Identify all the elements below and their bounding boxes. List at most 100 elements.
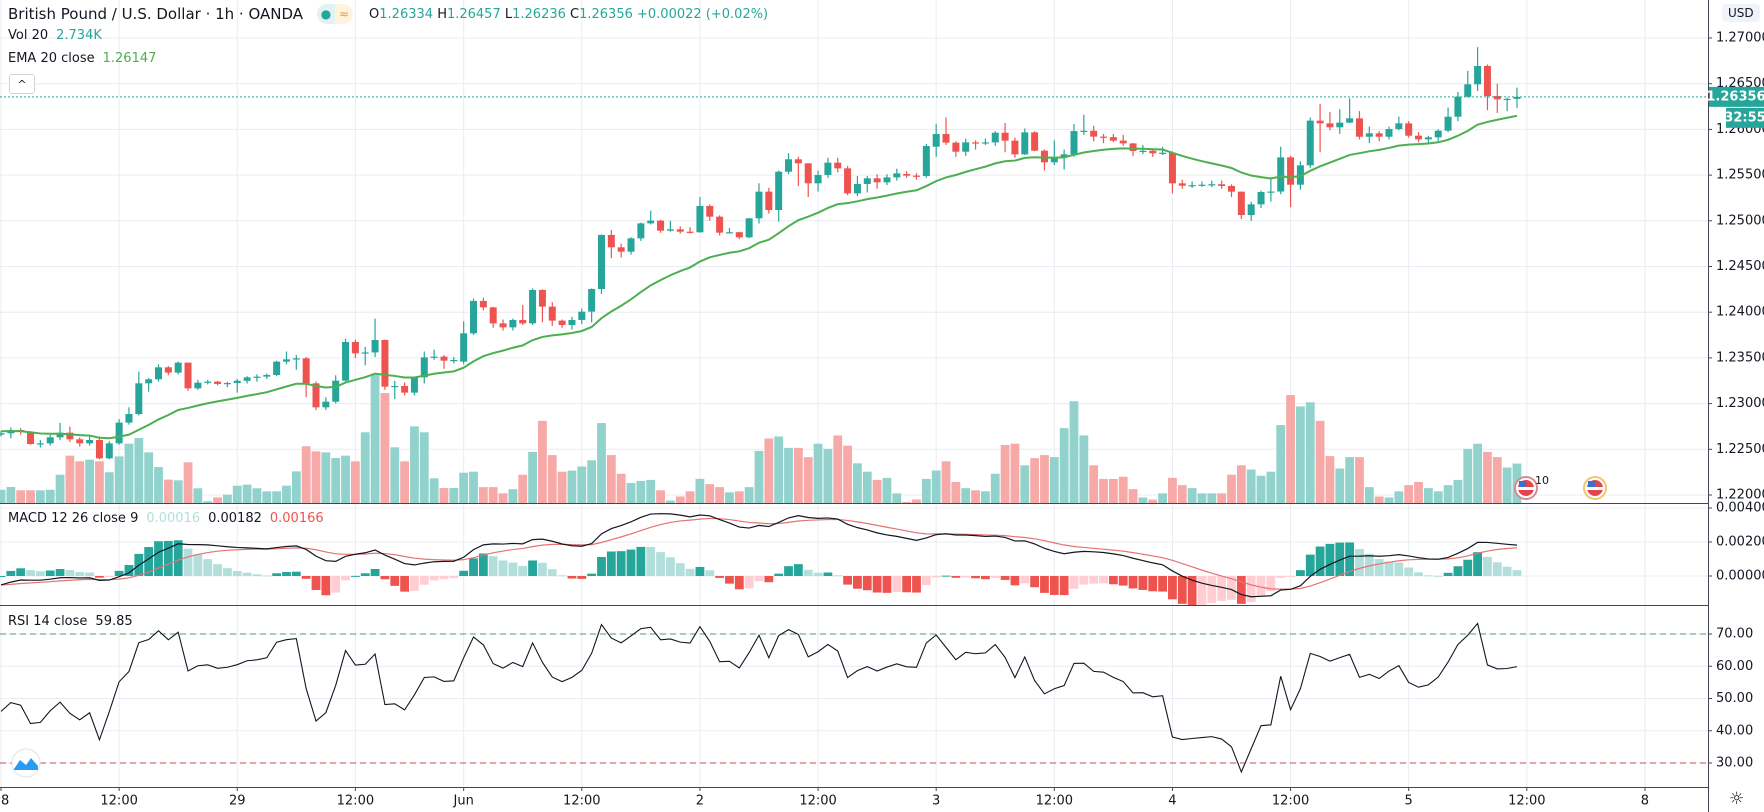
candle (1434, 129, 1442, 142)
us-flag-stripe (1587, 487, 1603, 490)
candle-body (834, 162, 842, 169)
candle (686, 227, 694, 234)
currency-button[interactable]: USD (1722, 4, 1760, 22)
candle-body (617, 247, 625, 252)
candle (499, 319, 507, 331)
volume-bar (400, 461, 410, 503)
ema-legend[interactable]: EMA 20 close 1.26147 (8, 51, 156, 66)
candle-body (1415, 135, 1423, 140)
macd-histogram-bar (331, 576, 341, 593)
candle-body (253, 376, 261, 378)
settings-gear-icon[interactable]: ☼ (1729, 789, 1745, 809)
ema-label: EMA 20 close (8, 51, 95, 66)
volume-bar (793, 447, 803, 503)
candle-body (155, 367, 163, 380)
volume-bar (321, 452, 331, 503)
logo-shape (14, 758, 38, 770)
macd-histogram-bar (1217, 576, 1227, 601)
candle-body (1011, 140, 1019, 155)
macd-histogram-bar (1020, 576, 1030, 584)
macd-histogram-bar (1453, 566, 1463, 576)
macd-histogram-bar (1099, 576, 1108, 584)
volume-bar (557, 471, 567, 503)
volume-bar (823, 448, 833, 503)
price-tick-label: 1.23500 (1716, 350, 1764, 365)
candle (351, 339, 359, 358)
volume-bar (951, 481, 961, 503)
macd-histogram-bar (439, 576, 449, 580)
macd-histogram-bar (685, 568, 695, 576)
macd-histogram-bar (1404, 567, 1414, 576)
candle-body (1365, 133, 1373, 137)
macd-histogram-bar (518, 565, 528, 576)
candle-body (391, 385, 399, 388)
volume-bar (528, 451, 537, 503)
volume-bar (774, 436, 784, 503)
volume-bar (104, 472, 114, 503)
volume-bar (429, 478, 439, 503)
macd-histogram-bar (272, 573, 282, 576)
macd-histogram-bar (1364, 553, 1374, 576)
macd-histogram-bar (1325, 543, 1335, 576)
macd-histogram-bar (104, 576, 114, 577)
open-label: O (369, 6, 380, 22)
volume-bar (1453, 479, 1463, 503)
macd-histogram-bar (528, 560, 537, 576)
candle (657, 219, 665, 233)
volume-bar (203, 501, 213, 503)
volume-bar (882, 477, 892, 503)
candle-body (204, 381, 212, 383)
volume-bar (1197, 493, 1207, 503)
candle-body (1129, 143, 1137, 151)
candle (1346, 98, 1354, 124)
candle (253, 374, 261, 382)
macd-histogram-bar (124, 565, 134, 576)
candle (804, 163, 812, 198)
candle (36, 440, 44, 448)
volume-bar (1423, 488, 1433, 503)
macd-histogram-bar (1079, 576, 1089, 585)
market-status[interactable]: ● ≈ (317, 4, 354, 24)
symbol-title[interactable]: British Pound / U.S. Dollar · 1h · OANDA (8, 5, 304, 23)
volume-bar (26, 490, 35, 503)
candle (755, 183, 763, 224)
macd-histogram-bar (1473, 552, 1482, 576)
volume-bar (1335, 468, 1345, 503)
volume-bar (685, 491, 695, 503)
rsi-legend[interactable]: RSI 14 close 59.85 (8, 614, 133, 629)
macd-histogram-bar (606, 551, 616, 576)
candle-body (1198, 184, 1206, 186)
macd-histogram-bar (1207, 576, 1217, 603)
candle (1336, 109, 1344, 134)
candle (1326, 112, 1334, 131)
candle-body (115, 422, 123, 444)
macd-histogram-bar (557, 575, 567, 577)
candle-body (1424, 137, 1432, 140)
candle-body (1109, 137, 1117, 141)
candle (972, 140, 980, 150)
candle-body (863, 178, 871, 184)
candle-body (1346, 118, 1354, 123)
volume-bar (1443, 485, 1453, 503)
candle-body (1050, 157, 1058, 163)
candle-body (1464, 84, 1472, 97)
macd-histogram-bar (350, 575, 360, 577)
candle (7, 427, 15, 439)
candle-body (942, 133, 950, 143)
candle (233, 378, 241, 393)
volume-bar (35, 490, 45, 503)
volume-bar (1256, 475, 1266, 503)
volume-bar (1483, 451, 1492, 503)
candle-body (1100, 136, 1108, 138)
volume-bar (1089, 465, 1099, 503)
candle (342, 338, 350, 382)
macd-legend[interactable]: MACD 12 26 close 9 0.00016 0.00182 0.001… (8, 511, 324, 526)
collapse-legend-button[interactable]: ^ (9, 74, 35, 94)
macd-histogram-bar (823, 572, 833, 576)
time-tick-label: 8 (1641, 794, 1649, 809)
candle-body (263, 374, 271, 377)
candle-body (824, 162, 832, 176)
candle-body (479, 300, 487, 308)
volume-legend[interactable]: Vol 20 2.734K (8, 28, 102, 43)
